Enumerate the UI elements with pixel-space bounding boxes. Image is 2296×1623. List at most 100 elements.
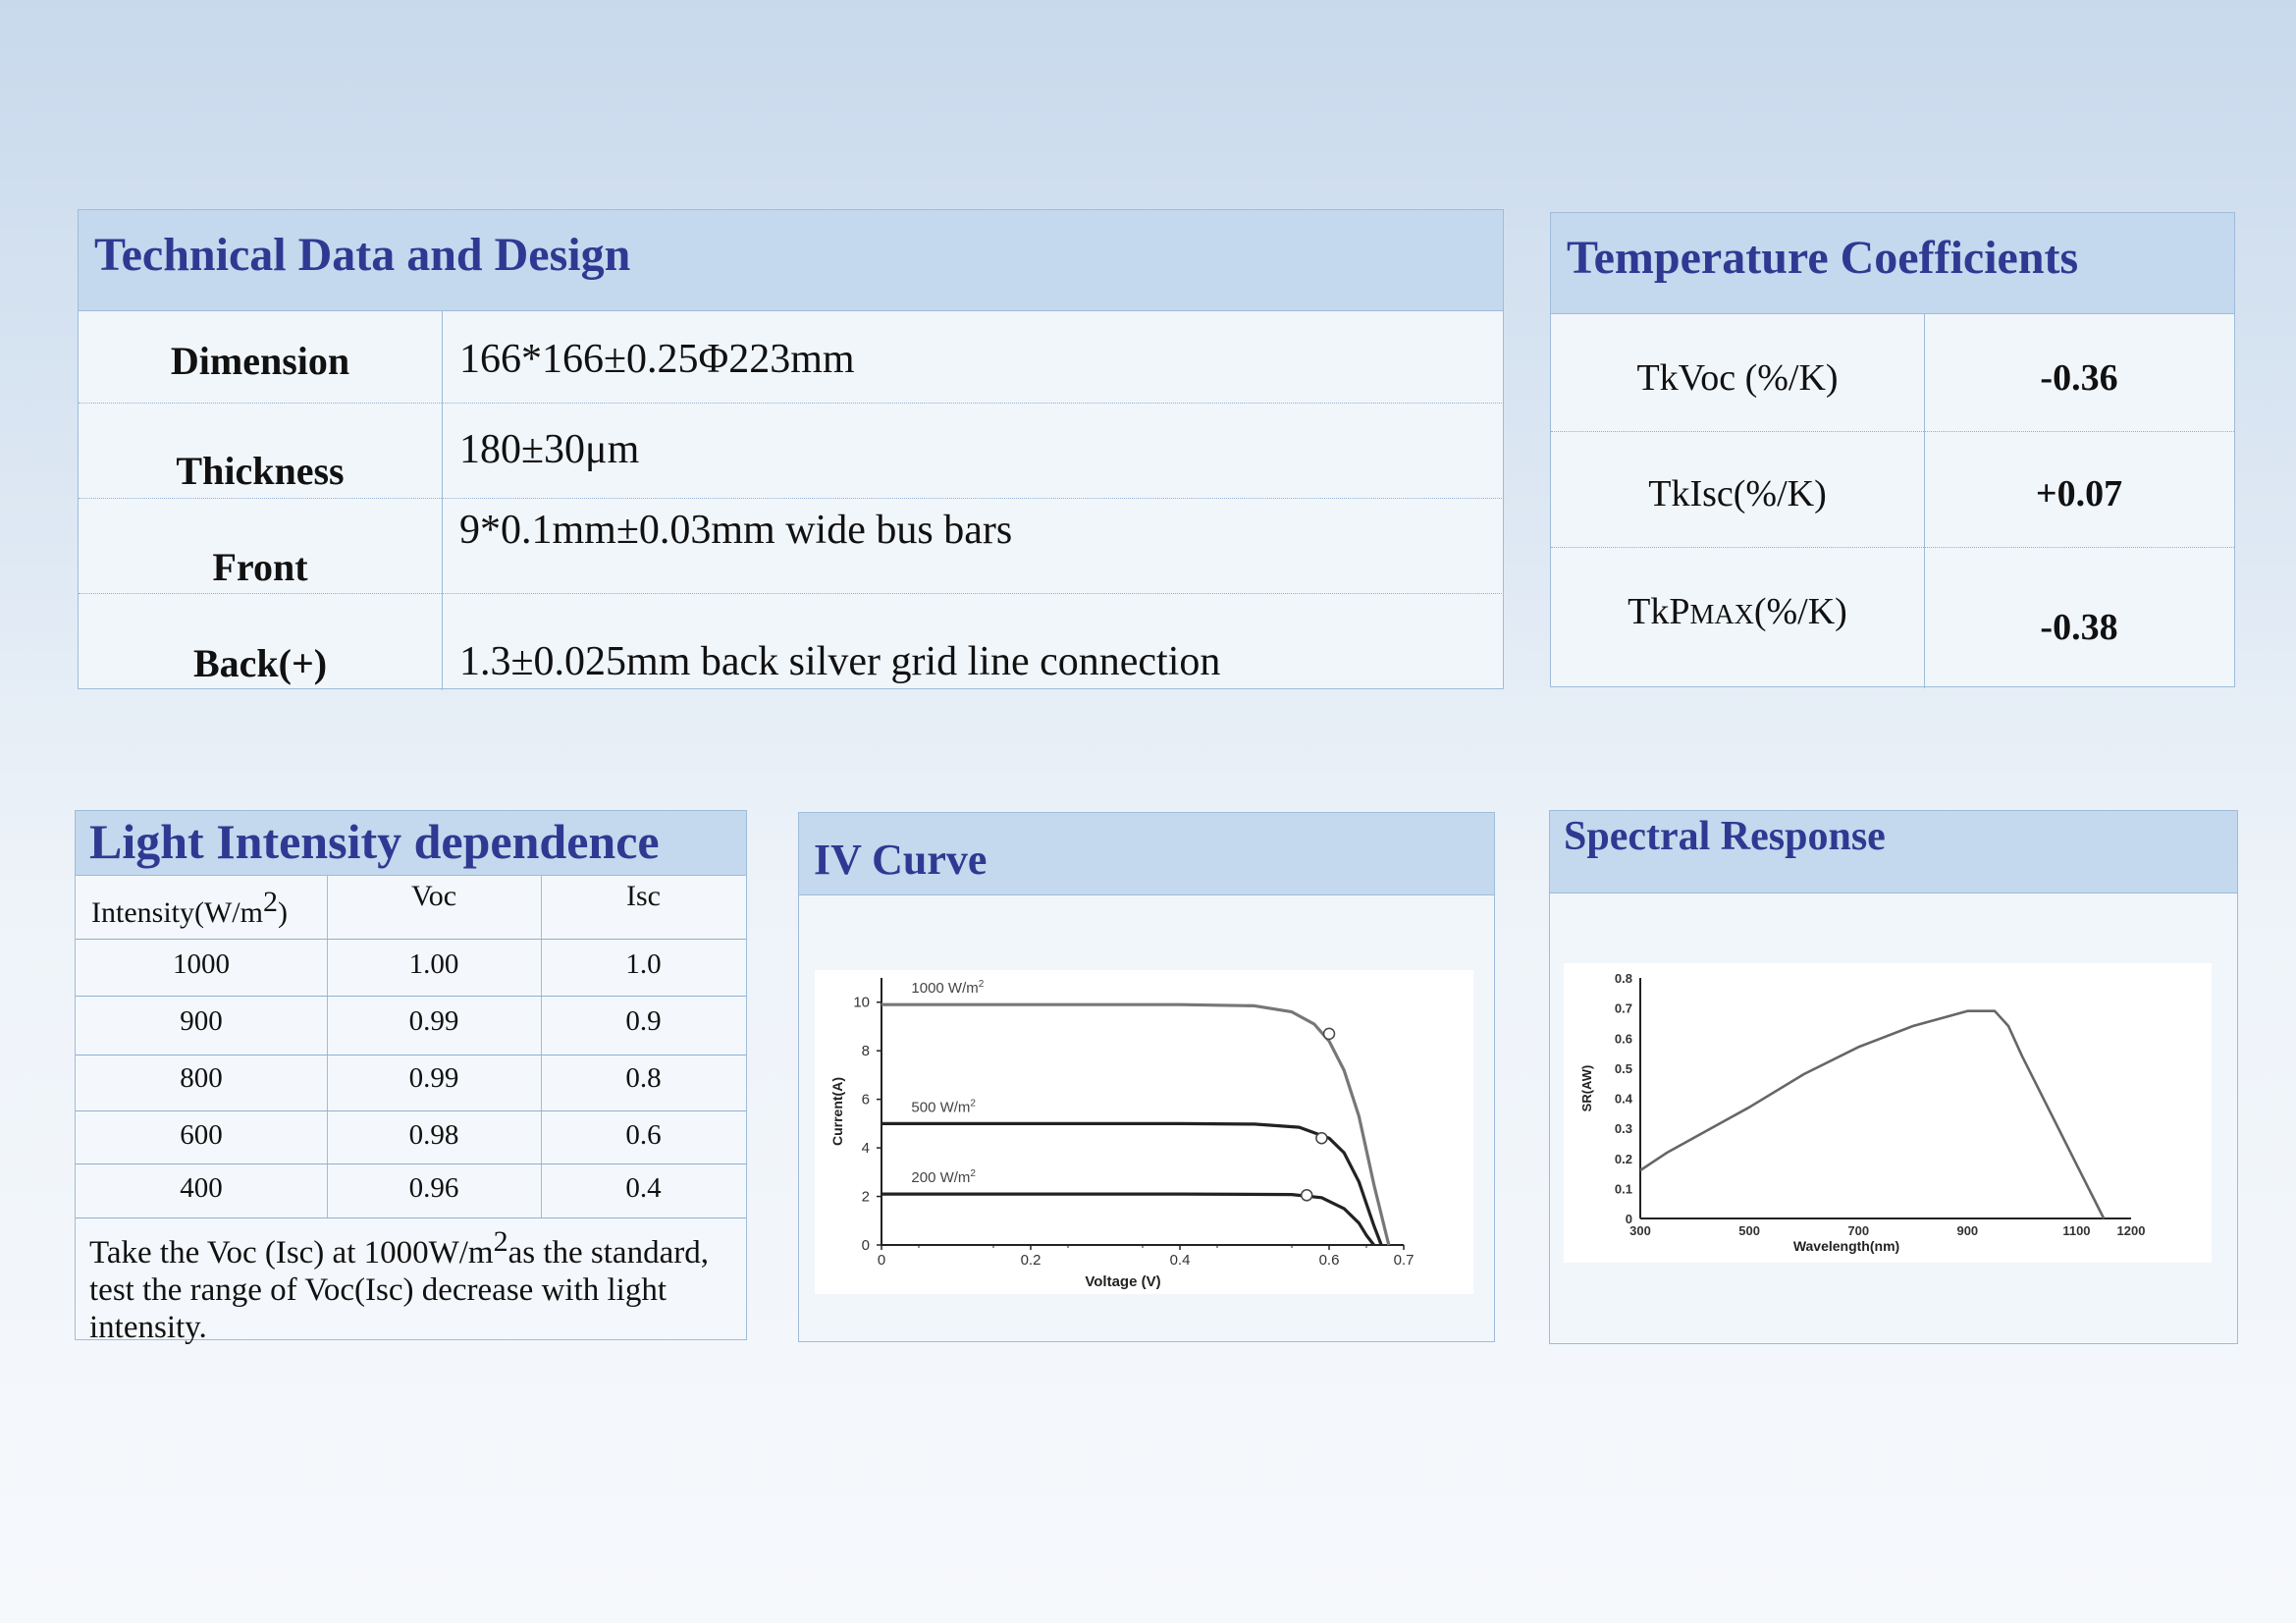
dimension-value: 166*166±0.25Φ223mm	[459, 337, 855, 382]
column-divider	[1924, 314, 1925, 688]
y-tick-label: 10	[853, 995, 870, 1011]
tkisc-label: TkIsc(%/K)	[1648, 473, 1827, 514]
mpp-marker	[1315, 1131, 1328, 1145]
y-tick-label: 0.2	[1615, 1152, 1632, 1166]
column-divider	[327, 1047, 328, 1217]
isc-cell: 0.9	[625, 1005, 662, 1037]
iv-series-line	[881, 1002, 1391, 1246]
x-tick-label: 0.6	[1319, 1252, 1340, 1269]
intensity-cell: 400	[180, 1172, 223, 1204]
back-value: 1.3±0.025mm back silver grid line connec…	[459, 639, 1221, 684]
intensity-header-end: )	[277, 896, 288, 929]
tkvoc-label: TkVoc (%/K)	[1636, 357, 1839, 399]
column-divider	[442, 311, 443, 690]
isc-cell: 0.4	[625, 1172, 662, 1204]
tkpmax-label-prefix: TkP	[1628, 591, 1690, 632]
x-tick-label: 0.4	[1170, 1252, 1191, 1269]
spectral-response-panel: Spectral Response 0 0.1 0.2 0.3 0.4 0.5 0.6 0.7…	[1549, 810, 2238, 1344]
tkpmax-label-sub: MAX	[1689, 600, 1754, 630]
light-intensity-panel: Light Intensity dependence Intensity(W/m…	[75, 810, 747, 1345]
spectral-response-header: Spectral Response	[1550, 811, 2237, 893]
iv-series-label: 1000 W/m2	[911, 979, 984, 997]
intensity-cell: 1000	[173, 948, 230, 980]
y-tick-label: 0.5	[1615, 1061, 1632, 1076]
iv-curve-header: IV Curve	[799, 813, 1494, 895]
iv-series-label: 200 W/m2	[911, 1168, 976, 1186]
y-axis-label: SR(AW)	[1579, 1065, 1594, 1112]
iv-curve-chart: 0 2 4 6 8 10 0 0.2 0.4 0.6 0.7 Voltage (V) Current(A…	[815, 970, 1473, 1294]
mpp-marker	[1322, 1027, 1336, 1041]
y-tick-label: 0.8	[1615, 971, 1632, 986]
x-tick-label: 0	[878, 1252, 885, 1269]
y-tick-label: 0	[1626, 1212, 1632, 1226]
light-intensity-note: Take the Voc (Isc) at 1000W/m2as the sta…	[89, 1223, 742, 1346]
y-tick-label: 8	[862, 1043, 870, 1059]
spectral-response-chart: 0 0.1 0.2 0.3 0.4 0.5 0.6 0.7 0.8 300 500 700 900 110…	[1564, 963, 2212, 1263]
note-text-a: Take the Voc (Isc) at 1000W/m	[89, 1235, 494, 1271]
iv-curve-title: IV Curve	[814, 836, 988, 884]
y-tick-label: 0.6	[1615, 1031, 1632, 1046]
isc-cell: 0.8	[625, 1062, 662, 1094]
y-axis-label: Current(A)	[829, 1077, 845, 1146]
voc-header: Voc	[410, 880, 457, 912]
tkisc-value: +0.07	[2035, 473, 2123, 514]
voc-cell: 1.00	[408, 948, 459, 980]
technical-data-panel: Technical Data and Design Dimension 166*…	[78, 209, 1504, 690]
row-divider	[76, 1110, 746, 1111]
iv-curve-panel: IV Curve 0 2 4 6 8 10 0 0.2 0.4 0.6 0.7 Voltage (V)…	[798, 812, 1495, 1342]
technical-data-title: Technical Data and Design	[94, 229, 631, 281]
x-tick-label: 900	[1956, 1223, 1978, 1238]
intensity-header-sup: 2	[262, 886, 278, 918]
x-tick-label: 0.2	[1021, 1252, 1041, 1269]
y-tick-label: 0	[862, 1237, 870, 1254]
x-axis-label: Wavelength(nm)	[1793, 1238, 1899, 1254]
iv-series-line	[881, 1192, 1375, 1246]
x-tick-label: 500	[1738, 1223, 1760, 1238]
thickness-label: Thickness	[176, 449, 345, 493]
intensity-header-text: Intensity(W/m	[91, 896, 263, 929]
row-divider	[1551, 431, 2234, 432]
row-divider	[79, 498, 1502, 499]
y-tick-label: 0.4	[1615, 1092, 1633, 1107]
column-divider	[541, 1047, 542, 1217]
row-divider	[76, 1163, 746, 1164]
y-tick-label: 0.3	[1615, 1121, 1632, 1136]
column-divider	[541, 876, 542, 1047]
x-tick-label: 300	[1629, 1223, 1651, 1238]
row-divider	[79, 593, 1502, 594]
light-intensity-header: Light Intensity dependence	[76, 811, 746, 876]
dimension-label: Dimension	[170, 339, 350, 383]
intensity-header: Intensity(W/m2)	[91, 886, 288, 930]
y-tick-label: 6	[862, 1092, 870, 1109]
y-tick-label: 2	[862, 1189, 870, 1206]
technical-data-header: Technical Data and Design	[79, 210, 1503, 311]
y-tick-label: 0.1	[1615, 1181, 1632, 1196]
x-axis-label: Voltage (V)	[1085, 1273, 1160, 1290]
spectral-response-line	[1639, 1009, 2106, 1219]
intensity-cell: 900	[180, 1005, 223, 1037]
temperature-coefficients-header: Temperature Coefficients	[1551, 213, 2234, 314]
x-tick-label: 700	[1847, 1223, 1869, 1238]
spectral-response-title: Spectral Response	[1564, 814, 1886, 859]
y-tick-label: 0.7	[1615, 1001, 1632, 1016]
voc-cell: 0.99	[408, 1005, 459, 1037]
front-value: 9*0.1mm±0.03mm wide bus bars	[459, 508, 1013, 553]
note-sup: 2	[493, 1225, 508, 1258]
tkpmax-label-suffix: (%/K)	[1753, 591, 1847, 632]
intensity-cell: 800	[180, 1062, 223, 1094]
chart-background	[1564, 963, 2212, 1263]
x-tick-label: 0.7	[1394, 1252, 1415, 1269]
note-text-b: as the standard, test the range of Voc(I…	[89, 1235, 709, 1345]
isc-cell: 0.6	[625, 1119, 662, 1151]
row-divider	[1551, 547, 2234, 548]
isc-header: Isc	[626, 880, 661, 912]
iv-series-label: 500 W/m2	[911, 1098, 976, 1115]
temperature-coefficients-title: Temperature Coefficients	[1567, 232, 2079, 284]
column-divider	[327, 876, 328, 1047]
light-intensity-title: Light Intensity dependence	[89, 814, 660, 869]
x-tick-label: 1100	[2062, 1223, 2090, 1238]
thickness-value: 180±30μm	[459, 427, 640, 472]
mpp-marker	[1300, 1189, 1313, 1202]
iv-series-line	[881, 1121, 1383, 1246]
voc-cell: 0.98	[408, 1119, 459, 1151]
